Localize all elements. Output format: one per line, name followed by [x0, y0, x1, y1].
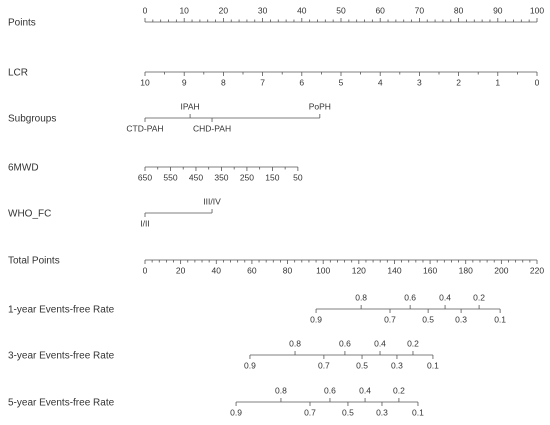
tick-label: 0.9: [230, 407, 242, 417]
tick-label: 0: [143, 265, 148, 275]
tick-label: 50: [336, 5, 346, 15]
tick-label: 100: [316, 265, 330, 275]
tick-label: 0.2: [407, 338, 419, 348]
tick-label: 0.9: [310, 314, 322, 324]
tick-label: 0.5: [422, 314, 434, 324]
tick-label: 0.4: [359, 385, 371, 395]
tick-label: 0.6: [404, 292, 416, 302]
tick-label: 550: [163, 172, 177, 182]
tick-label: 0.6: [324, 385, 336, 395]
row-label: 6MWD: [8, 163, 39, 174]
tick-label: 0.8: [275, 385, 287, 395]
row-label: WHO_FC: [8, 209, 51, 220]
tick-label: 450: [189, 172, 203, 182]
tick-label: 0.1: [412, 407, 424, 417]
tick-label: 0: [535, 77, 540, 87]
tick-label: 7: [260, 77, 265, 87]
tick-label: PoPH: [309, 101, 331, 111]
tick-label: 1: [495, 77, 500, 87]
row-label: Subgroups: [8, 114, 56, 125]
tick-label: 9: [182, 77, 187, 87]
tick-label: 20: [219, 5, 229, 15]
tick-label: 60: [375, 5, 385, 15]
tick-label: CTD-PAH: [126, 123, 163, 133]
tick-label: 70: [415, 5, 425, 15]
tick-label: 250: [240, 172, 254, 182]
tick-label: 160: [423, 265, 437, 275]
tick-label: 2: [456, 77, 461, 87]
tick-label: III/IV: [203, 196, 221, 206]
tick-label: 350: [214, 172, 228, 182]
tick-label: 8: [221, 77, 226, 87]
tick-label: 0.9: [244, 360, 256, 370]
tick-label: 0.6: [339, 338, 351, 348]
tick-label: 0.7: [304, 407, 316, 417]
tick-label: 0.3: [455, 314, 467, 324]
tick-label: 0.2: [473, 292, 485, 302]
tick-label: 6: [299, 77, 304, 87]
tick-label: 0.1: [494, 314, 506, 324]
tick-label: 40: [297, 5, 307, 15]
row-label: 3-year Events-free Rate: [8, 351, 115, 362]
tick-label: 0.5: [342, 407, 354, 417]
tick-label: I/II: [140, 218, 149, 228]
tick-label: 60: [247, 265, 257, 275]
tick-label: 150: [265, 172, 279, 182]
tick-label: 0.7: [318, 360, 330, 370]
tick-label: 40: [212, 265, 222, 275]
tick-label: 180: [459, 265, 473, 275]
tick-label: 140: [387, 265, 401, 275]
tick-label: 220: [530, 265, 544, 275]
tick-label: 0.7: [384, 314, 396, 324]
tick-label: 120: [352, 265, 366, 275]
tick-label: 0.1: [427, 360, 439, 370]
tick-label: 0.2: [393, 385, 405, 395]
row-label: Points: [8, 18, 36, 29]
tick-label: 10: [140, 77, 150, 87]
tick-label: 650: [138, 172, 152, 182]
tick-label: 200: [494, 265, 508, 275]
tick-label: 100: [530, 5, 544, 15]
tick-label: 80: [454, 5, 464, 15]
tick-label: CHD-PAH: [193, 123, 231, 133]
tick-label: 0: [143, 5, 148, 15]
tick-label: 4: [378, 77, 383, 87]
tick-label: 30: [258, 5, 268, 15]
row-label: LCR: [8, 68, 28, 79]
tick-label: 0.4: [439, 292, 451, 302]
tick-label: 20: [176, 265, 186, 275]
tick-label: 0.5: [356, 360, 368, 370]
tick-label: 3: [417, 77, 422, 87]
tick-label: 0.8: [355, 292, 367, 302]
tick-label: 90: [493, 5, 503, 15]
row-label: Total Points: [8, 256, 60, 267]
tick-label: 5: [339, 77, 344, 87]
tick-label: IPAH: [180, 101, 199, 111]
tick-label: 50: [293, 172, 303, 182]
tick-label: 0.4: [374, 338, 386, 348]
tick-label: 0.3: [391, 360, 403, 370]
tick-label: 0.8: [289, 338, 301, 348]
tick-label: 80: [283, 265, 293, 275]
tick-label: 10: [179, 5, 189, 15]
row-label: 5-year Events-free Rate: [8, 398, 115, 409]
tick-label: 0.3: [376, 407, 388, 417]
row-label: 1-year Events-free Rate: [8, 305, 115, 316]
